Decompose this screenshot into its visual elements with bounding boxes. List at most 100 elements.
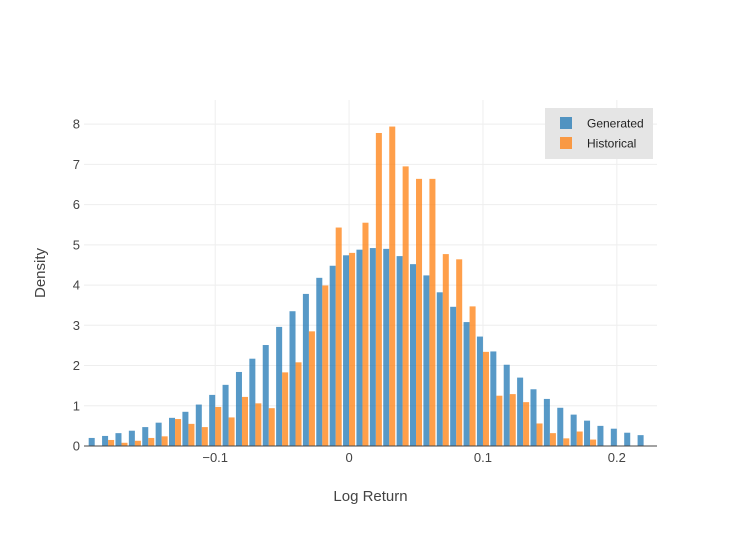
bar-generated-27[interactable]	[450, 306, 457, 446]
bar-generated-20[interactable]	[356, 249, 363, 446]
bar-generated-24[interactable]	[409, 264, 417, 446]
y-tick-label: 7	[73, 157, 80, 172]
bar-generated-30[interactable]	[490, 351, 497, 446]
bar-historical-34[interactable]	[549, 433, 556, 446]
bar-historical-32[interactable]	[523, 402, 530, 446]
bar-generated-32[interactable]	[517, 377, 524, 446]
bar-generated-1[interactable]	[102, 435, 109, 446]
bar-historical-28[interactable]	[469, 306, 476, 446]
bar-generated-38[interactable]	[597, 425, 604, 446]
bar-historical-13[interactable]	[268, 408, 275, 446]
bar-generated-5[interactable]	[155, 422, 162, 446]
bar-generated-15[interactable]	[289, 311, 296, 446]
bar-historical-2[interactable]	[121, 442, 128, 446]
bar-historical-29[interactable]	[482, 351, 489, 446]
bar-generated-41[interactable]	[637, 435, 644, 446]
legend-background	[545, 108, 653, 159]
bar-generated-35[interactable]	[557, 407, 564, 446]
x-tick-label: −0.1	[202, 450, 228, 465]
bar-generated-6[interactable]	[169, 417, 176, 446]
bar-historical-37[interactable]	[590, 439, 597, 446]
bar-historical-36[interactable]	[576, 431, 583, 446]
bar-historical-3[interactable]	[134, 440, 141, 446]
bar-historical-1[interactable]	[108, 439, 115, 446]
bar-generated-33[interactable]	[530, 389, 537, 446]
bar-historical-23[interactable]	[402, 166, 409, 446]
bar-generated-10[interactable]	[222, 384, 229, 446]
bar-generated-18[interactable]	[329, 265, 336, 446]
bar-historical-21[interactable]	[375, 132, 382, 447]
bar-historical-26[interactable]	[442, 254, 449, 446]
bar-generated-25[interactable]	[423, 275, 430, 446]
y-tick-label: 8	[73, 117, 80, 132]
bar-historical-12[interactable]	[255, 403, 262, 446]
y-axis-title: Density	[32, 247, 49, 298]
y-tick-labels: 0 1 2 3 4 5 6 7 8	[73, 117, 80, 454]
legend-label-generated[interactable]: Generated	[587, 117, 644, 131]
bar-generated-36[interactable]	[570, 414, 577, 446]
bar-generated-8[interactable]	[195, 404, 202, 446]
bar-generated-40[interactable]	[624, 432, 631, 446]
x-tick-labels: −0.1 0 0.1 0.2	[202, 450, 626, 465]
bar-generated-7[interactable]	[182, 411, 189, 446]
bar-generated-31[interactable]	[503, 364, 510, 446]
bar-historical-17[interactable]	[322, 285, 329, 446]
bar-historical-15[interactable]	[295, 362, 302, 446]
bar-generated-26[interactable]	[436, 292, 443, 446]
bar-historical-8[interactable]	[201, 427, 208, 446]
bar-historical-33[interactable]	[536, 423, 543, 446]
bar-generated-16[interactable]	[302, 293, 309, 446]
y-tick-label: 6	[73, 197, 80, 212]
bar-historical-20[interactable]	[362, 222, 369, 446]
legend[interactable]: Generated Historical	[545, 108, 653, 159]
bar-generated-4[interactable]	[142, 427, 149, 446]
bar-generated-37[interactable]	[584, 420, 591, 446]
bar-historical-35[interactable]	[563, 438, 570, 446]
bar-generated-34[interactable]	[543, 398, 550, 446]
bar-historical-24[interactable]	[416, 178, 423, 447]
legend-label-historical[interactable]: Historical	[587, 137, 636, 151]
bar-generated-0[interactable]	[88, 437, 95, 446]
bar-historical-25[interactable]	[429, 178, 436, 447]
bar-generated-17[interactable]	[316, 277, 323, 446]
bar-generated-11[interactable]	[235, 371, 242, 446]
bar-historical-16[interactable]	[308, 331, 315, 446]
bar-generated-12[interactable]	[249, 358, 256, 446]
bar-historical-14[interactable]	[282, 372, 289, 446]
bar-generated-13[interactable]	[262, 345, 269, 446]
bar-generated-22[interactable]	[383, 248, 390, 446]
bar-historical-30[interactable]	[496, 395, 503, 446]
x-tick-label: 0.2	[608, 450, 626, 465]
bar-historical-4[interactable]	[148, 437, 155, 446]
bar-generated-2[interactable]	[115, 433, 122, 446]
bar-historical-31[interactable]	[509, 394, 516, 446]
bar-generated-3[interactable]	[128, 430, 135, 446]
bar-generated-19[interactable]	[343, 255, 350, 446]
bar-historical-27[interactable]	[456, 259, 463, 446]
legend-swatch-generated[interactable]	[560, 117, 572, 129]
bar-historical-9[interactable]	[215, 406, 222, 446]
bar-generated-9[interactable]	[209, 394, 216, 446]
bar-generated-14[interactable]	[276, 326, 283, 446]
bar-historical-6[interactable]	[175, 419, 182, 446]
x-tick-label: 0	[345, 450, 352, 465]
y-tick-label: 3	[73, 318, 80, 333]
bar-historical-5[interactable]	[161, 436, 168, 446]
bar-generated-29[interactable]	[476, 336, 483, 446]
bar-historical-10[interactable]	[228, 417, 235, 446]
x-axis-title: Log Return	[333, 488, 407, 505]
bar-historical-7[interactable]	[188, 423, 195, 446]
bar-historical-11[interactable]	[241, 396, 248, 446]
bar-generated-21[interactable]	[369, 248, 376, 446]
y-tick-label: 1	[73, 398, 80, 413]
bar-generated-23[interactable]	[396, 256, 403, 446]
bar-historical-19[interactable]	[349, 252, 356, 446]
x-tick-label: 0.1	[474, 450, 492, 465]
bar-historical-18[interactable]	[335, 227, 342, 446]
legend-swatch-historical[interactable]	[560, 137, 572, 149]
bar-generated-28[interactable]	[463, 322, 470, 446]
bar-historical-22[interactable]	[389, 126, 396, 447]
bar-generated-39[interactable]	[610, 428, 617, 446]
